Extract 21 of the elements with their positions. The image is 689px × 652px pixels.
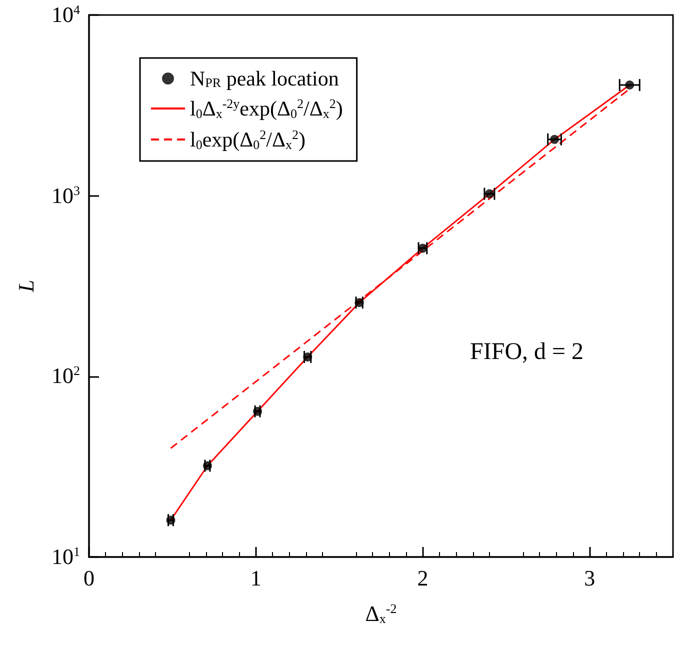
point (303, 352, 312, 362)
x-tick-label: 1 (250, 566, 262, 590)
y-tick-label: 10$^{3}$ (52, 182, 80, 209)
x-axis-title: Δx-2 (365, 601, 397, 626)
legend-label: NPR peak location (190, 66, 340, 90)
x-tick-label: 3 (584, 566, 596, 590)
y-tick-label: 10$^{4}$ (52, 2, 80, 28)
point (253, 406, 262, 416)
y-tick-label: 10$^{1}$ (52, 544, 80, 570)
point (418, 244, 428, 253)
y-axis-title: L (14, 280, 38, 294)
point (354, 298, 364, 308)
point (625, 80, 634, 90)
point (484, 189, 494, 198)
x-tick-label: 0 (84, 566, 94, 590)
x-tick-label: 2 (417, 566, 428, 590)
annotation: FIFO, d = 2 (470, 339, 584, 365)
point (550, 134, 560, 144)
point (202, 461, 212, 470)
y-tick-label: 10$^{2}$ (52, 363, 80, 390)
point (166, 516, 176, 525)
